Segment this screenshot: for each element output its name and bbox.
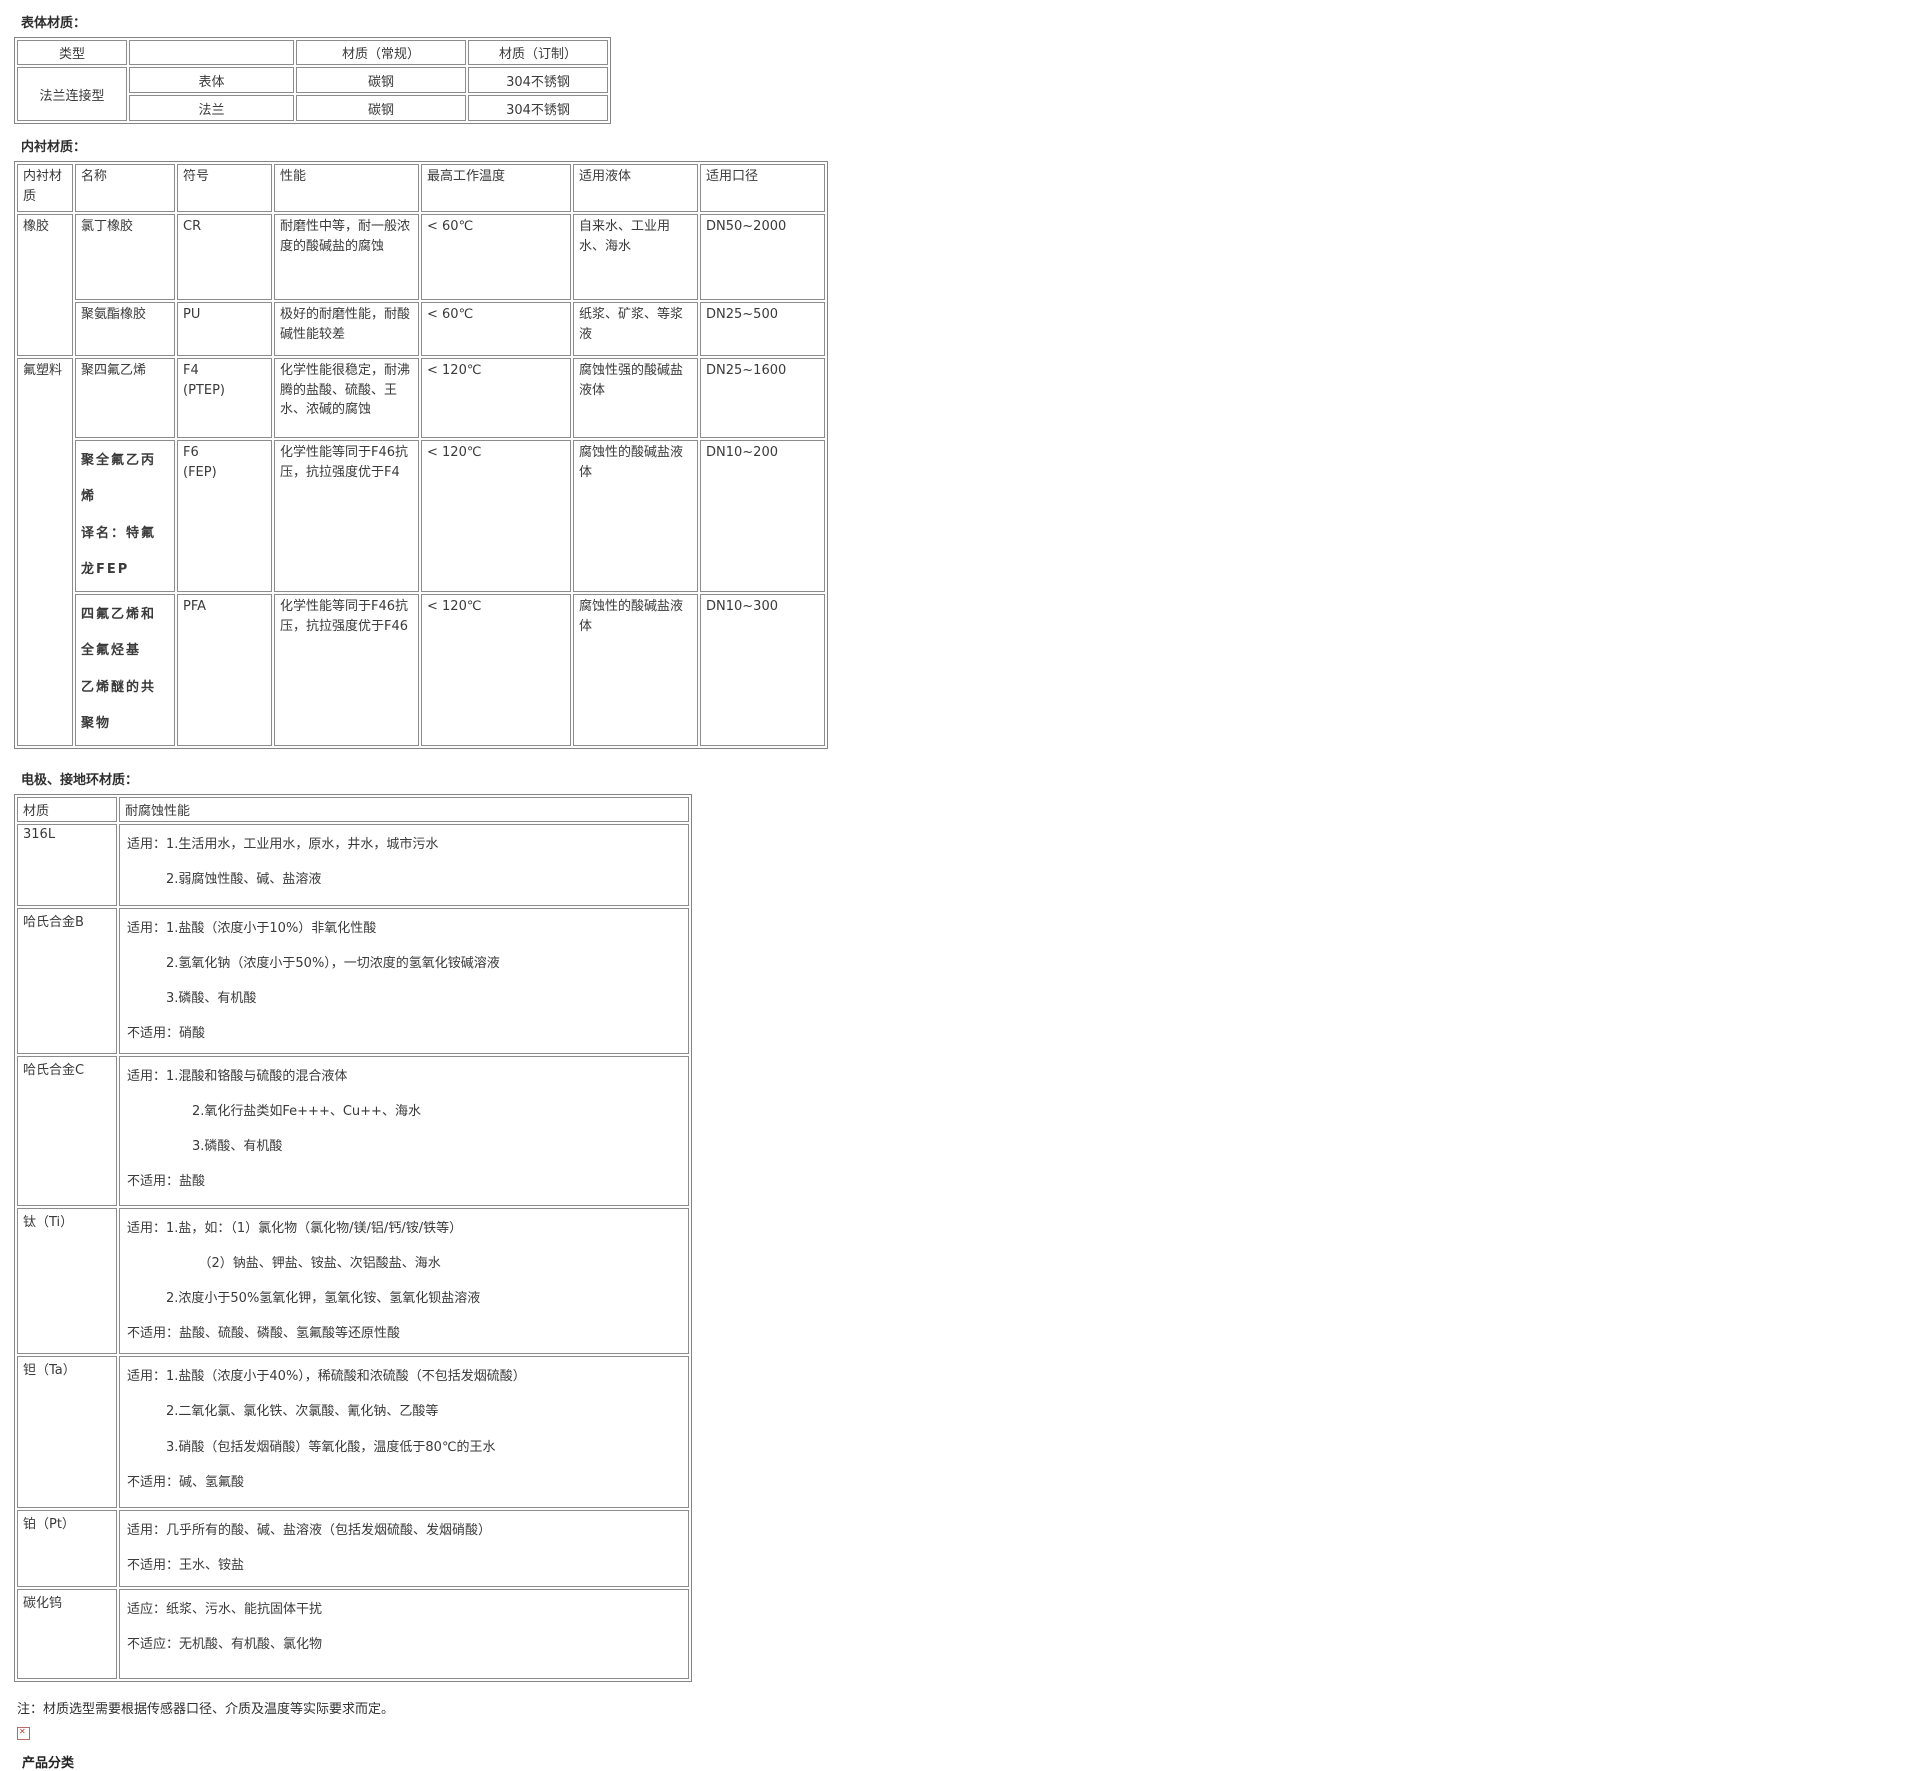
cell-material-group: 氟塑料: [17, 358, 73, 746]
cell-diameter: DN10~200: [700, 440, 825, 592]
cell-performance: 适用：1.混酸和铬酸与硫酸的混合液体 2.氧化行盐类如Fe+++、Cu++、海水…: [119, 1055, 689, 1206]
cell-max-temp: < 60℃: [421, 214, 571, 300]
table-row: 铂（Pt） 适用：几乎所有的酸、碱、盐溶液（包括发烟硫酸、发烟硝酸） 不适用：王…: [17, 1510, 689, 1587]
cell-connection-type: 法兰连接型: [17, 67, 127, 121]
cell-material: 铂（Pt）: [17, 1510, 117, 1587]
header-cell-liquids: 适用液体: [573, 164, 698, 212]
table-row: 碳化钨 适应：纸浆、污水、能抗固体干扰 不适应：无机酸、有机酸、氯化物: [17, 1588, 689, 1679]
cell-performance: 化学性能等同于F46抗压，抗拉强度优于F46: [274, 594, 419, 746]
cell-name: 聚氨酯橡胶: [75, 302, 175, 356]
header-cell-normal: 材质（常规）: [296, 40, 466, 65]
table-row: 钛（Ti） 适用：1.盐，如：（1）氯化物（氯化物/镁/铝/钙/铵/铁等） （2…: [17, 1207, 689, 1355]
cell-part: 表体: [129, 67, 294, 93]
body-material-label: 表体材质：: [21, 16, 87, 31]
header-cell-symbol: 符号: [177, 164, 272, 212]
cell-custom: 304不锈钢: [468, 95, 608, 121]
cell-liquids: 腐蚀性的酸碱盐液体: [573, 594, 698, 746]
cell-diameter: DN10~300: [700, 594, 825, 746]
header-cell-max-temp: 最高工作温度: [421, 164, 571, 212]
table-row: 聚全氟乙丙 烯 译名：特氟 龙FEP F6 (FEP) 化学性能等同于F46抗压…: [17, 440, 825, 592]
table-row: 法兰连接型 表体 碳钢 304不锈钢: [17, 67, 608, 121]
electrode-material-label: 电极、接地环材质：: [21, 772, 139, 788]
cell-max-temp: < 120℃: [421, 440, 571, 592]
table-row: 橡胶 氯丁橡胶 CR 耐磨性中等，耐一般浓度的酸碱盐的腐蚀 < 60℃ 自来水、…: [17, 214, 825, 356]
cell-performance: 适用：1.盐酸（浓度小于40%），稀硫酸和浓硫酸（不包括发烟硫酸） 2.二氧化氯…: [119, 1356, 689, 1509]
cell-symbol: PFA: [177, 594, 272, 746]
cell-symbol: F4 (PTEP): [177, 358, 272, 438]
electrode-material-table: 材质 耐腐蚀性能 316L 适用：1.生活用水，工业用水，原水，井水，城市污水 …: [14, 793, 692, 1682]
cell-material: 哈氏合金B: [17, 907, 117, 1054]
cell-performance: 适应：纸浆、污水、能抗固体干扰 不适应：无机酸、有机酸、氯化物: [119, 1588, 689, 1679]
cell-performance: 化学性能很稳定，耐沸腾的盐酸、硫酸、王水、浓碱的腐蚀: [274, 358, 419, 438]
table-row: 法兰 碳钢 304不锈钢: [17, 95, 608, 121]
header-cell-lining: 内衬材质: [17, 164, 73, 212]
header-cell-custom: 材质（订制）: [468, 40, 608, 65]
cell-symbol: PU: [177, 302, 272, 356]
header-cell-material: 材质: [17, 796, 117, 822]
body-material-table: 类型 材质（常规） 材质（订制） 法兰连接型 表体 碳钢 304不锈钢 法兰 碳…: [14, 37, 611, 124]
cell-material: 碳化钨: [17, 1588, 117, 1679]
header-cell-performance: 耐腐蚀性能: [119, 796, 689, 822]
cell-liquids: 纸浆、矿浆、等浆液: [573, 302, 698, 356]
table-row: 类型 材质（常规） 材质（订制）: [17, 40, 608, 65]
cell-performance: 化学性能等同于F46抗压，抗拉强度优于F4: [274, 440, 419, 592]
cell-liquids: 腐蚀性强的酸碱盐液体: [573, 358, 698, 438]
table-row: 聚氨酯橡胶 PU 极好的耐磨性能，耐酸碱性能较差 < 60℃ 纸浆、矿浆、等浆液…: [17, 302, 825, 356]
cell-liquids: 自来水、工业用水、海水: [573, 214, 698, 300]
cell-name: 聚四氟乙烯: [75, 358, 175, 438]
header-cell-blank: [129, 40, 294, 65]
cell-performance: 耐磨性中等，耐一般浓度的酸碱盐的腐蚀: [274, 214, 419, 300]
table-row: 内衬材质 名称 符号 性能 最高工作温度 适用液体 适用口径: [17, 164, 825, 212]
lining-material-label: 内衬材质：: [21, 140, 87, 155]
cell-performance: 适用：1.盐，如：（1）氯化物（氯化物/镁/铝/钙/铵/铁等） （2）钠盐、钾盐…: [119, 1207, 689, 1355]
cell-performance: 极好的耐磨性能，耐酸碱性能较差: [274, 302, 419, 356]
cell-max-temp: < 120℃: [421, 358, 571, 438]
broken-image-icon: [17, 1726, 30, 1740]
cell-diameter: DN25~1600: [700, 358, 825, 438]
table-row: 哈氏合金C 适用：1.混酸和铬酸与硫酸的混合液体 2.氧化行盐类如Fe+++、C…: [17, 1055, 689, 1206]
cell-name: 聚全氟乙丙 烯 译名：特氟 龙FEP: [75, 440, 175, 592]
table-row: 四氟乙烯和 全氟烃基 乙烯醚的共 聚物 PFA 化学性能等同于F46抗压，抗拉强…: [17, 594, 825, 746]
cell-max-temp: < 60℃: [421, 302, 571, 356]
table-row: 316L 适用：1.生活用水，工业用水，原水，井水，城市污水 2.弱腐蚀性酸、碱…: [17, 823, 689, 906]
cell-symbol: CR: [177, 214, 272, 300]
cell-diameter: DN25~500: [700, 302, 825, 356]
cell-material: 316L: [17, 823, 117, 906]
cell-diameter: DN50~2000: [700, 214, 825, 300]
cell-name: 四氟乙烯和 全氟烃基 乙烯醚的共 聚物: [75, 594, 175, 746]
table-row: 钽（Ta） 适用：1.盐酸（浓度小于40%），稀硫酸和浓硫酸（不包括发烟硫酸） …: [17, 1356, 689, 1509]
cell-material: 哈氏合金C: [17, 1055, 117, 1206]
cell-part: 法兰: [129, 95, 294, 121]
header-cell-type: 类型: [17, 40, 127, 65]
cell-material: 钽（Ta）: [17, 1356, 117, 1509]
table-row: 材质 耐腐蚀性能: [17, 796, 689, 822]
product-category-heading: 产品分类: [22, 1755, 75, 1771]
cell-performance: 适用：几乎所有的酸、碱、盐溶液（包括发烟硫酸、发烟硝酸） 不适用：王水、铵盐: [119, 1510, 689, 1587]
cell-symbol: F6 (FEP): [177, 440, 272, 592]
material-selection-note: 注：材质选型需要根据传感器口径、介质及温度等实际要求而定。: [17, 1701, 395, 1717]
cell-name: 氯丁橡胶: [75, 214, 175, 300]
header-cell-diameter: 适用口径: [700, 164, 825, 212]
header-cell-performance: 性能: [274, 164, 419, 212]
cell-normal: 碳钢: [296, 67, 466, 93]
table-row: 氟塑料 聚四氟乙烯 F4 (PTEP) 化学性能很稳定，耐沸腾的盐酸、硫酸、王水…: [17, 358, 825, 746]
page-content: 表体材质： 类型 材质（常规） 材质（订制） 法兰连接型 表体 碳钢 304不锈…: [0, 0, 960, 1771]
cell-performance: 适用：1.生活用水，工业用水，原水，井水，城市污水 2.弱腐蚀性酸、碱、盐溶液: [119, 823, 689, 906]
lining-material-table: 内衬材质 名称 符号 性能 最高工作温度 适用液体 适用口径 橡胶 氯丁橡胶 C…: [14, 161, 828, 749]
cell-liquids: 腐蚀性的酸碱盐液体: [573, 440, 698, 592]
cell-max-temp: < 120℃: [421, 594, 571, 746]
header-cell-name: 名称: [75, 164, 175, 212]
cell-custom: 304不锈钢: [468, 67, 608, 93]
cell-material: 钛（Ti）: [17, 1207, 117, 1355]
cell-normal: 碳钢: [296, 95, 466, 121]
cell-performance: 适用：1.盐酸（浓度小于10%）非氧化性酸 2.氢氧化钠（浓度小于50%），一切…: [119, 907, 689, 1054]
table-row: 哈氏合金B 适用：1.盐酸（浓度小于10%）非氧化性酸 2.氢氧化钠（浓度小于5…: [17, 907, 689, 1054]
cell-material-group: 橡胶: [17, 214, 73, 356]
